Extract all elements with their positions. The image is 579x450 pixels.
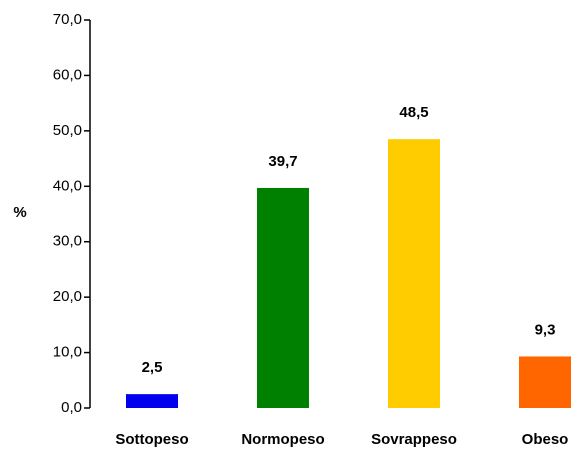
x-tick-label: Obeso — [522, 431, 569, 448]
y-tick-label: 40,0 — [53, 177, 82, 194]
value-label: 2,5 — [142, 359, 163, 376]
x-tick-label: Normopeso — [241, 431, 324, 448]
value-label: 9,3 — [535, 321, 556, 338]
y-tick-label: 50,0 — [53, 122, 82, 139]
y-tick-label: 20,0 — [53, 288, 82, 305]
y-tick-label: 30,0 — [53, 233, 82, 250]
bar — [388, 139, 440, 408]
x-tick-label: Sovrappeso — [371, 431, 457, 448]
y-tick-label: 60,0 — [53, 66, 82, 83]
value-label: 39,7 — [268, 153, 297, 170]
bar — [519, 356, 571, 408]
y-tick-label: 10,0 — [53, 344, 82, 361]
value-label: 48,5 — [399, 104, 428, 121]
y-tick-label: 0,0 — [61, 399, 82, 416]
y-tick-label: 70,0 — [53, 11, 82, 28]
bar — [126, 394, 178, 408]
x-tick-label: Sottopeso — [115, 431, 188, 448]
y-axis-label: % — [13, 204, 26, 221]
bar — [257, 187, 309, 408]
